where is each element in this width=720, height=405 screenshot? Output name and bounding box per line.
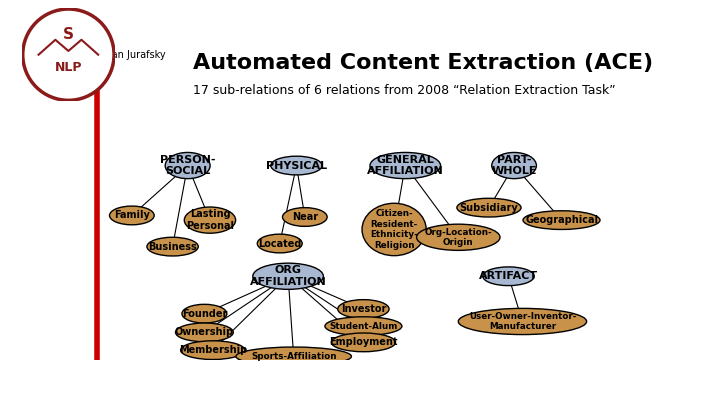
Text: Lasting
Personal: Lasting Personal — [186, 209, 234, 231]
Text: S: S — [63, 27, 74, 42]
Text: ARTIFACT: ARTIFACT — [479, 271, 538, 281]
Circle shape — [23, 9, 114, 100]
Text: Automated Content Extraction (ACE): Automated Content Extraction (ACE) — [193, 53, 653, 73]
Text: Ownership: Ownership — [175, 327, 234, 337]
Text: GENERAL
AFFILIATION: GENERAL AFFILIATION — [367, 155, 444, 176]
Text: Membership: Membership — [179, 345, 247, 355]
Ellipse shape — [282, 208, 327, 226]
Text: Student-Alum: Student-Alum — [329, 322, 397, 330]
Ellipse shape — [483, 267, 534, 286]
Ellipse shape — [523, 211, 600, 230]
Ellipse shape — [147, 237, 198, 256]
Ellipse shape — [257, 234, 302, 253]
Text: Employment: Employment — [329, 337, 397, 347]
Ellipse shape — [181, 341, 245, 360]
Ellipse shape — [457, 198, 521, 217]
Ellipse shape — [109, 206, 154, 225]
Text: Near: Near — [292, 212, 318, 222]
Ellipse shape — [236, 347, 351, 366]
Ellipse shape — [370, 152, 441, 179]
Text: Founder: Founder — [181, 309, 227, 319]
Text: Citizen-
Resident-
Ethnicity-
Religion: Citizen- Resident- Ethnicity- Religion — [370, 209, 418, 249]
Ellipse shape — [176, 323, 233, 342]
Ellipse shape — [325, 317, 402, 335]
Ellipse shape — [182, 304, 227, 323]
Text: Org-Location-
Origin: Org-Location- Origin — [425, 228, 492, 247]
Text: Located: Located — [258, 239, 302, 249]
Ellipse shape — [184, 207, 235, 233]
Ellipse shape — [362, 203, 426, 256]
Text: Sports-Affiliation: Sports-Affiliation — [251, 352, 336, 361]
Ellipse shape — [458, 308, 587, 335]
Text: PHYSICAL: PHYSICAL — [266, 160, 327, 171]
Text: Business: Business — [148, 242, 197, 252]
Text: User-Owner-Inventor-
Manufacturer: User-Owner-Inventor- Manufacturer — [469, 312, 576, 331]
Ellipse shape — [253, 263, 323, 289]
Ellipse shape — [417, 224, 500, 250]
Text: 17 sub-relations of 6 relations from 2008 “Relation Extraction Task”: 17 sub-relations of 6 relations from 200… — [193, 85, 616, 98]
Text: NLP: NLP — [55, 61, 82, 74]
Ellipse shape — [165, 152, 210, 179]
Ellipse shape — [492, 152, 536, 179]
Text: Dan Jurafsky: Dan Jurafsky — [104, 50, 166, 60]
Text: Family: Family — [114, 211, 150, 220]
Text: Geographical: Geographical — [525, 215, 598, 225]
Ellipse shape — [338, 300, 389, 318]
Text: PART-
WHOLE: PART- WHOLE — [491, 155, 537, 176]
Text: Subsidiary: Subsidiary — [459, 202, 518, 213]
Ellipse shape — [331, 333, 395, 352]
Text: PERSON-
SOCIAL: PERSON- SOCIAL — [160, 155, 215, 176]
Text: ORG
AFFILIATION: ORG AFFILIATION — [250, 265, 326, 287]
Ellipse shape — [271, 156, 322, 175]
Text: Investor: Investor — [341, 304, 386, 314]
